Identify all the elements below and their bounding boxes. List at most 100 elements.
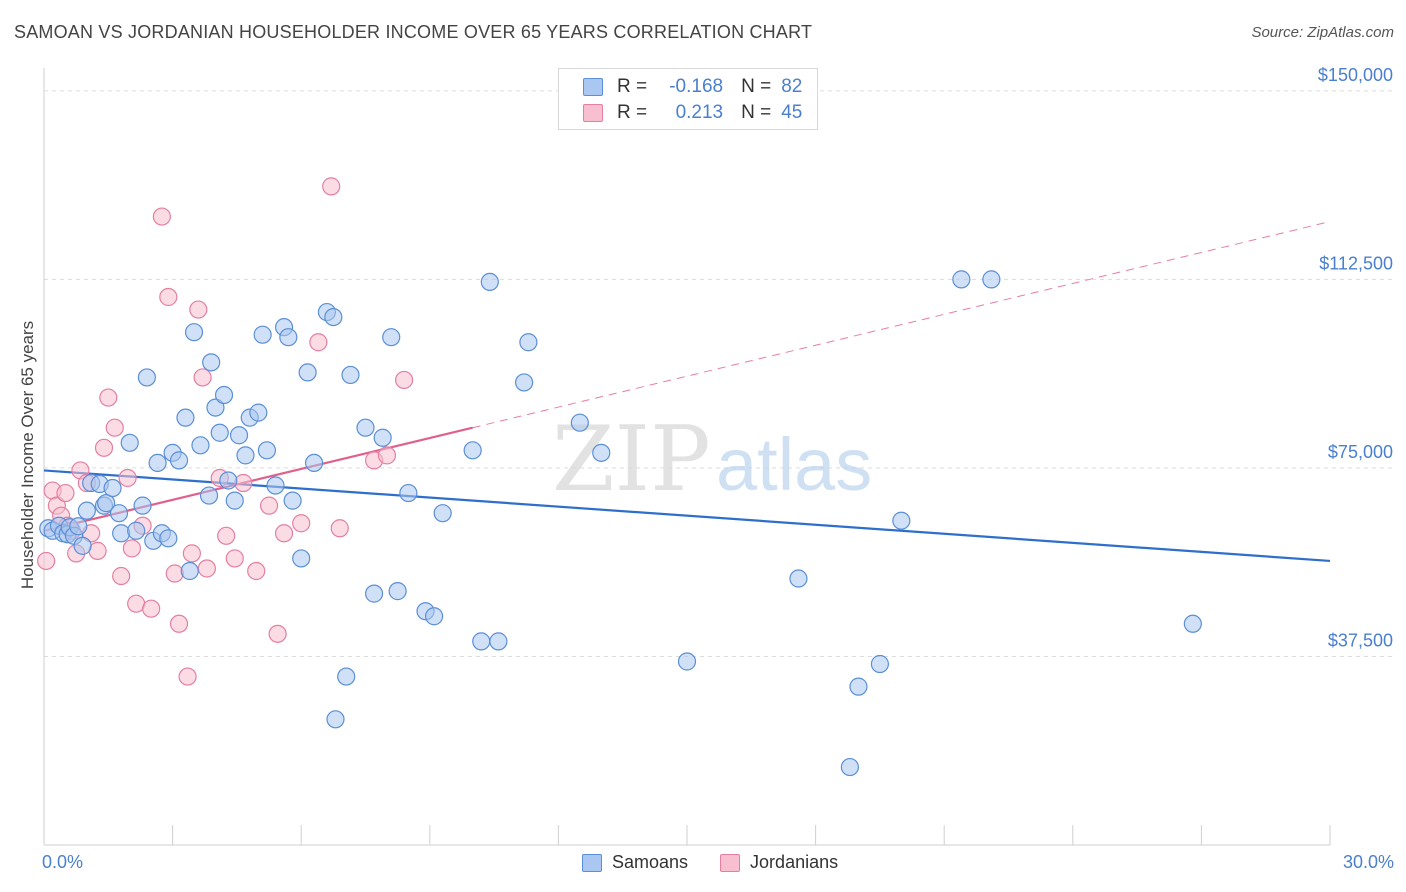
jordanians-point [112, 566, 131, 586]
y-tick-label: $112,500 [1319, 253, 1393, 273]
series-legend: Samoans Jordanians [582, 852, 870, 873]
samoans-point [677, 652, 697, 671]
jordanians-point [118, 468, 137, 488]
samoans-point [433, 504, 452, 523]
samoans-point [399, 483, 418, 503]
samoans-point [424, 607, 444, 626]
samoans-swatch [583, 78, 603, 96]
jordanians-point [330, 519, 349, 538]
legend-row-samoans: R = -0.168 N = 82 [583, 74, 802, 100]
samoans-point [337, 667, 356, 686]
samoans-point [279, 328, 298, 347]
samoans-point [789, 569, 808, 588]
samoans-point [292, 549, 311, 568]
legend-item-samoans[interactable]: Samoans [582, 852, 688, 873]
samoans-point [112, 524, 131, 543]
jordanians-point [56, 483, 75, 503]
samoans-point [236, 446, 255, 465]
jordanians-point [274, 524, 294, 543]
jordanians-point [292, 514, 311, 533]
samoans-trend-line [43, 469, 1331, 563]
jordanians-point [189, 300, 208, 319]
samoans-point [253, 325, 272, 344]
y-tick-label: $75,000 [1328, 442, 1393, 462]
samoans-point [356, 418, 375, 437]
chart-title: SAMOAN VS JORDANIAN HOUSEHOLDER INCOME O… [14, 22, 813, 42]
jordanians-point [259, 496, 279, 515]
samoans-point [137, 368, 156, 387]
samoans-point [892, 511, 911, 530]
samoans-r-value: -0.168 [669, 76, 724, 97]
jordanians-swatch [583, 104, 603, 122]
jordanians-point [193, 368, 212, 387]
samoans-point [73, 536, 92, 555]
jordanians-legend-label: Jordanians [750, 852, 839, 872]
jordanians-point [182, 544, 201, 563]
jordanians-point [217, 526, 236, 545]
y-axis-title: Householder Income Over 65 years [18, 320, 37, 590]
samoans-point [103, 478, 122, 498]
samoans-point [206, 398, 225, 417]
samoans-point [373, 428, 392, 447]
samoans-point [97, 494, 116, 513]
samoans-point [214, 385, 234, 405]
samoans-point [202, 353, 221, 372]
n-label: N = [741, 76, 772, 97]
samoans-legend-label: Samoans [612, 852, 689, 872]
axis-layer [43, 68, 1331, 846]
samoans-point [326, 710, 345, 729]
jordanians-point [152, 207, 171, 226]
jordanians-point [159, 287, 178, 307]
samoans-point [463, 441, 482, 460]
samoans-point [382, 328, 401, 347]
jordanians-point [234, 473, 253, 493]
jordanians-point [247, 561, 266, 581]
jordanians-point [37, 551, 56, 571]
samoans-legend-swatch [582, 853, 602, 872]
samoans-point [257, 441, 277, 460]
grid-layer [44, 90, 1394, 657]
samoans-point [592, 443, 611, 462]
jordanians-point [88, 541, 107, 560]
jordanians-point [309, 333, 328, 352]
watermark-atlas: atlas [716, 423, 872, 506]
samoans-point [225, 491, 244, 510]
samoans-point [515, 373, 534, 392]
jordanians-point [169, 614, 189, 633]
correlation-legend: R = -0.168 N = 82 R = 0.213 N = 45 [558, 68, 818, 130]
jordanians-point [94, 438, 114, 457]
jordanians-r-value: 0.213 [675, 102, 724, 123]
samoans-point [1183, 614, 1202, 633]
samoans-point [388, 582, 407, 601]
legend-item-jordanians[interactable]: Jordanians [720, 852, 838, 873]
samoans-point [298, 363, 317, 382]
samoans-point [364, 584, 384, 603]
samoans-point [982, 270, 1001, 289]
jordanians-point [178, 667, 197, 686]
source-label: Source: ZipAtlas.com [1251, 24, 1394, 41]
samoans-point [266, 476, 285, 495]
samoans-point [169, 451, 189, 470]
samoans-point [870, 654, 890, 674]
jordanians-point [122, 539, 141, 558]
jordanians-point [127, 594, 146, 613]
samoans-point [324, 307, 343, 327]
samoans-point [191, 436, 210, 455]
samoans-point [69, 517, 88, 536]
jordanians-point [105, 418, 124, 437]
samoans-point [210, 423, 229, 442]
r-label: R = [617, 76, 648, 97]
samoans-point [159, 529, 178, 548]
samoans-point [519, 333, 538, 352]
samoans-point [480, 272, 499, 292]
jordanians-point [165, 564, 184, 583]
samoans-point [283, 491, 302, 510]
samoans-point [840, 757, 859, 777]
jordanians-point [99, 388, 118, 407]
jordanians-point [225, 549, 244, 568]
samoans-points [39, 270, 1202, 777]
r-label: R = [617, 102, 648, 123]
samoans-point [304, 453, 324, 472]
samoans-point [184, 323, 204, 342]
